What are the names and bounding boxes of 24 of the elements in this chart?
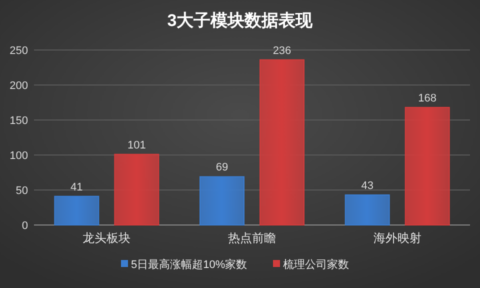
- chart-title: 3大子模块数据表现: [167, 11, 314, 30]
- data-label: 41: [70, 181, 83, 194]
- bar: [114, 154, 160, 226]
- legend-label: 5日最高涨幅超10%家数: [131, 258, 248, 271]
- y-tick-label: 0: [22, 220, 28, 232]
- bar: [260, 59, 304, 226]
- y-tick-label: 250: [10, 45, 28, 57]
- y-tick-label: 50: [16, 185, 28, 197]
- legend-label: 梳理公司家数: [283, 258, 349, 271]
- x-tick-label: 海外映射: [373, 231, 422, 245]
- bar: [404, 106, 450, 226]
- y-tick-label: 100: [10, 150, 28, 162]
- bar: [344, 194, 390, 226]
- y-tick-label: 200: [10, 80, 28, 92]
- data-label: 43: [361, 180, 374, 192]
- bar: [54, 196, 100, 226]
- data-label: 236: [272, 44, 292, 57]
- data-label: 168: [418, 92, 437, 104]
- data-label: 101: [127, 139, 146, 152]
- data-label: 69: [216, 162, 228, 174]
- bar: [200, 176, 244, 226]
- x-tick-label: 龙头板块: [82, 231, 131, 245]
- y-tick-label: 150: [10, 115, 28, 127]
- x-tick-label: 热点前瞻: [228, 231, 276, 245]
